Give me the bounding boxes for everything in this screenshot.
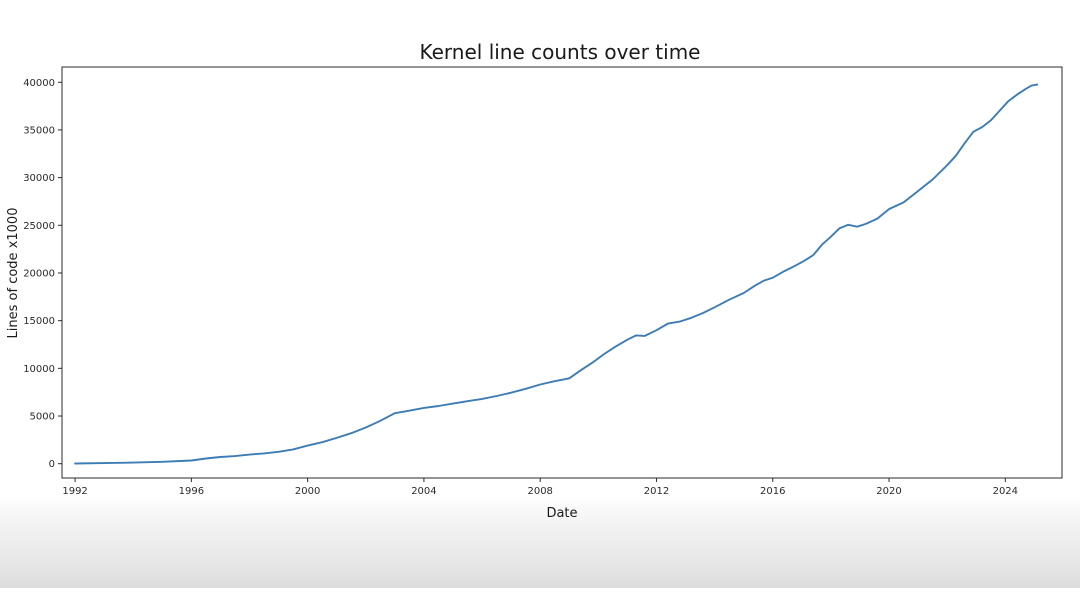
x-tick-label: 2024 [993, 486, 1018, 497]
y-tick-label: 40000 [23, 78, 55, 89]
x-tick-label: 1996 [179, 486, 204, 497]
y-tick-label: 25000 [23, 221, 55, 232]
x-tick-label: 2000 [295, 486, 320, 497]
x-tick-label: 2020 [876, 486, 901, 497]
plot-content: 1992 1996 2000 2004 2008 2012 2016 2020 2024 0 500… [23, 66, 1063, 497]
y-tick-label: 10000 [23, 364, 55, 375]
x-tick-label: 2016 [760, 486, 785, 497]
y-tick-label: 0 [49, 459, 55, 470]
y-tick-label: 20000 [23, 268, 55, 279]
y-axis-label: Lines of code x1000 [6, 208, 21, 339]
x-tick-label: 2004 [411, 486, 436, 497]
series-line [74, 83, 1039, 465]
x-axis-label: Date [546, 506, 577, 521]
x-tick-label: 2008 [527, 486, 552, 497]
x-tick-label: 2012 [644, 486, 669, 497]
x-tick-label: 1992 [62, 486, 87, 497]
plot-frame [61, 66, 1063, 479]
y-tick-label: 5000 [30, 412, 55, 423]
chart-title: Kernel line counts over time [420, 40, 701, 64]
y-tick-label: 35000 [23, 125, 55, 136]
plot-area [62, 67, 1062, 478]
y-tick-label: 30000 [23, 173, 55, 184]
y-tick-label: 15000 [23, 316, 55, 327]
